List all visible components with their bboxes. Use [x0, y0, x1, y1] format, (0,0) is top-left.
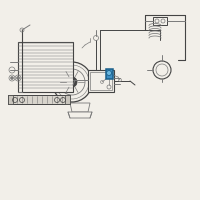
Bar [18, 42, 73, 92]
Circle shape [52, 62, 92, 102]
Bar [65, 95, 70, 104]
Circle shape [106, 71, 112, 75]
Circle shape [67, 77, 77, 87]
Bar [153, 17, 167, 25]
Polygon shape [68, 112, 92, 118]
Bar [8, 95, 13, 104]
Bar [106, 69, 113, 79]
Bar [90, 72, 112, 90]
Bar [8, 95, 70, 104]
Polygon shape [70, 103, 90, 112]
Circle shape [16, 76, 20, 79]
Circle shape [153, 61, 171, 79]
Circle shape [59, 69, 85, 95]
Circle shape [10, 76, 14, 79]
Bar [88, 70, 114, 92]
